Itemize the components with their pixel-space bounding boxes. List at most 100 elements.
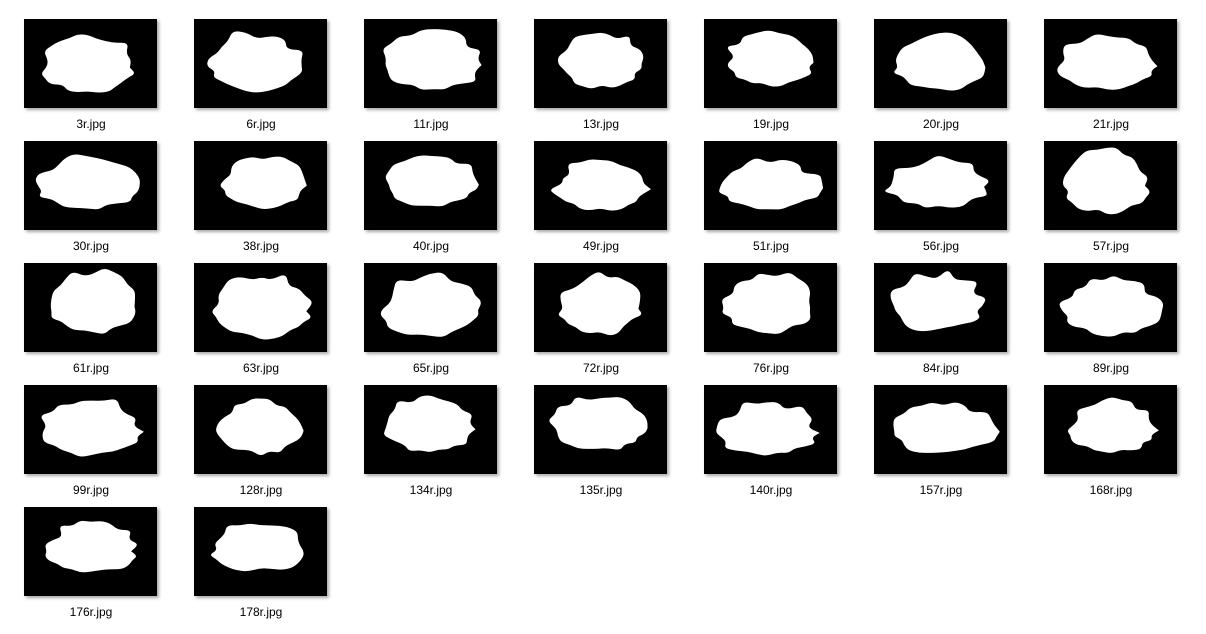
file-item[interactable]: 56r.jpg (866, 141, 1018, 259)
file-item[interactable]: 134r.jpg (356, 385, 508, 503)
file-item[interactable]: 6r.jpg (186, 19, 338, 137)
image-thumbnail-icon[interactable] (534, 141, 667, 230)
silhouette-blob (384, 395, 476, 452)
image-thumbnail-icon[interactable] (1044, 141, 1177, 230)
file-name-label[interactable]: 157r.jpg (919, 483, 963, 497)
file-name-label[interactable]: 11r.jpg (413, 117, 449, 131)
file-name-label[interactable]: 76r.jpg (752, 361, 790, 375)
image-thumbnail-icon[interactable] (24, 385, 157, 474)
file-name-label[interactable]: 134r.jpg (409, 483, 453, 497)
image-thumbnail-icon[interactable] (534, 263, 667, 352)
image-thumbnail-icon[interactable] (364, 141, 497, 230)
file-name-label[interactable]: 20r.jpg (922, 117, 960, 131)
file-item[interactable]: 63r.jpg (186, 263, 338, 381)
file-item[interactable]: 178r.jpg (186, 507, 338, 625)
image-thumbnail-icon[interactable] (534, 385, 667, 474)
file-name-label[interactable]: 13r.jpg (582, 117, 620, 131)
file-name-label[interactable]: 89r.jpg (1092, 361, 1130, 375)
file-name-label[interactable]: 99r.jpg (72, 483, 110, 497)
file-name-label[interactable]: 61r.jpg (72, 361, 110, 375)
image-thumbnail-icon[interactable] (194, 19, 327, 108)
silhouette-shape (384, 395, 476, 452)
file-name-label[interactable]: 72r.jpg (582, 361, 620, 375)
file-name-label[interactable]: 176r.jpg (69, 605, 113, 619)
file-name-label[interactable]: 178r.jpg (239, 605, 283, 619)
file-name-label[interactable]: 49r.jpg (582, 239, 620, 253)
image-thumbnail-icon[interactable] (24, 141, 157, 230)
file-item[interactable]: 84r.jpg (866, 263, 1018, 381)
image-thumbnail-icon[interactable] (24, 263, 157, 352)
file-name-label[interactable]: 56r.jpg (922, 239, 960, 253)
file-name-label[interactable]: 40r.jpg (412, 239, 450, 253)
file-name-label[interactable]: 3r.jpg (76, 117, 106, 131)
file-item[interactable]: 65r.jpg (356, 263, 508, 381)
silhouette-shape (41, 399, 144, 457)
image-thumbnail-icon[interactable] (24, 19, 157, 108)
silhouette-shape (893, 402, 1000, 453)
image-thumbnail-icon[interactable] (364, 19, 497, 108)
image-thumbnail-icon[interactable] (194, 385, 327, 474)
image-thumbnail-icon[interactable] (704, 263, 837, 352)
file-name-label[interactable]: 140r.jpg (749, 483, 793, 497)
image-thumbnail-icon[interactable] (704, 141, 837, 230)
image-thumbnail-icon[interactable] (1044, 263, 1177, 352)
file-name-label[interactable]: 168r.jpg (1089, 483, 1133, 497)
silhouette-shape (211, 523, 304, 572)
image-thumbnail-icon[interactable] (194, 507, 327, 596)
file-item[interactable]: 61r.jpg (16, 263, 168, 381)
file-item[interactable]: 3r.jpg (16, 19, 168, 137)
image-thumbnail-icon[interactable] (24, 507, 157, 596)
image-thumbnail-icon[interactable] (1044, 19, 1177, 108)
image-thumbnail-icon[interactable] (534, 19, 667, 108)
file-item[interactable]: 38r.jpg (186, 141, 338, 259)
file-item[interactable]: 40r.jpg (356, 141, 508, 259)
file-name-label[interactable]: 38r.jpg (242, 239, 280, 253)
file-item[interactable]: 128r.jpg (186, 385, 338, 503)
image-thumbnail-icon[interactable] (364, 263, 497, 352)
image-thumbnail-icon[interactable] (874, 19, 1007, 108)
image-thumbnail-icon[interactable] (1044, 385, 1177, 474)
file-item[interactable]: 30r.jpg (16, 141, 168, 259)
file-name-label[interactable]: 84r.jpg (922, 361, 960, 375)
silhouette-shape (558, 272, 642, 336)
file-item[interactable]: 99r.jpg (16, 385, 168, 503)
file-item[interactable]: 157r.jpg (866, 385, 1018, 503)
file-item[interactable]: 89r.jpg (1036, 263, 1188, 381)
file-item[interactable]: 57r.jpg (1036, 141, 1188, 259)
file-name-label[interactable]: 19r.jpg (752, 117, 790, 131)
file-item[interactable]: 176r.jpg (16, 507, 168, 625)
file-name-label[interactable]: 128r.jpg (239, 483, 283, 497)
image-thumbnail-icon[interactable] (874, 263, 1007, 352)
image-thumbnail-icon[interactable] (874, 385, 1007, 474)
silhouette-shape (50, 269, 136, 334)
file-name-label[interactable]: 135r.jpg (579, 483, 623, 497)
file-name-label[interactable]: 65r.jpg (412, 361, 450, 375)
file-item[interactable]: 49r.jpg (526, 141, 678, 259)
image-thumbnail-icon[interactable] (364, 385, 497, 474)
image-thumbnail-icon[interactable] (194, 263, 327, 352)
image-thumbnail-icon[interactable] (874, 141, 1007, 230)
file-item[interactable]: 135r.jpg (526, 385, 678, 503)
silhouette-blob (551, 159, 651, 211)
file-name-label[interactable]: 30r.jpg (72, 239, 110, 253)
image-thumbnail-icon[interactable] (704, 385, 837, 474)
file-name-label[interactable]: 6r.jpg (246, 117, 276, 131)
file-item[interactable]: 72r.jpg (526, 263, 678, 381)
file-item[interactable]: 21r.jpg (1036, 19, 1188, 137)
file-item[interactable]: 11r.jpg (356, 19, 508, 137)
file-item[interactable]: 13r.jpg (526, 19, 678, 137)
file-item[interactable]: 76r.jpg (696, 263, 848, 381)
image-thumbnail-icon[interactable] (704, 19, 837, 108)
file-name-label[interactable]: 21r.jpg (1092, 117, 1130, 131)
silhouette-blob (45, 520, 137, 573)
file-name-label[interactable]: 57r.jpg (1092, 239, 1130, 253)
file-item[interactable]: 19r.jpg (696, 19, 848, 137)
silhouette-blob (558, 272, 642, 336)
file-item[interactable]: 20r.jpg (866, 19, 1018, 137)
image-thumbnail-icon[interactable] (194, 141, 327, 230)
file-item[interactable]: 140r.jpg (696, 385, 848, 503)
file-item[interactable]: 168r.jpg (1036, 385, 1188, 503)
file-name-label[interactable]: 63r.jpg (242, 361, 280, 375)
file-name-label[interactable]: 51r.jpg (752, 239, 790, 253)
file-item[interactable]: 51r.jpg (696, 141, 848, 259)
